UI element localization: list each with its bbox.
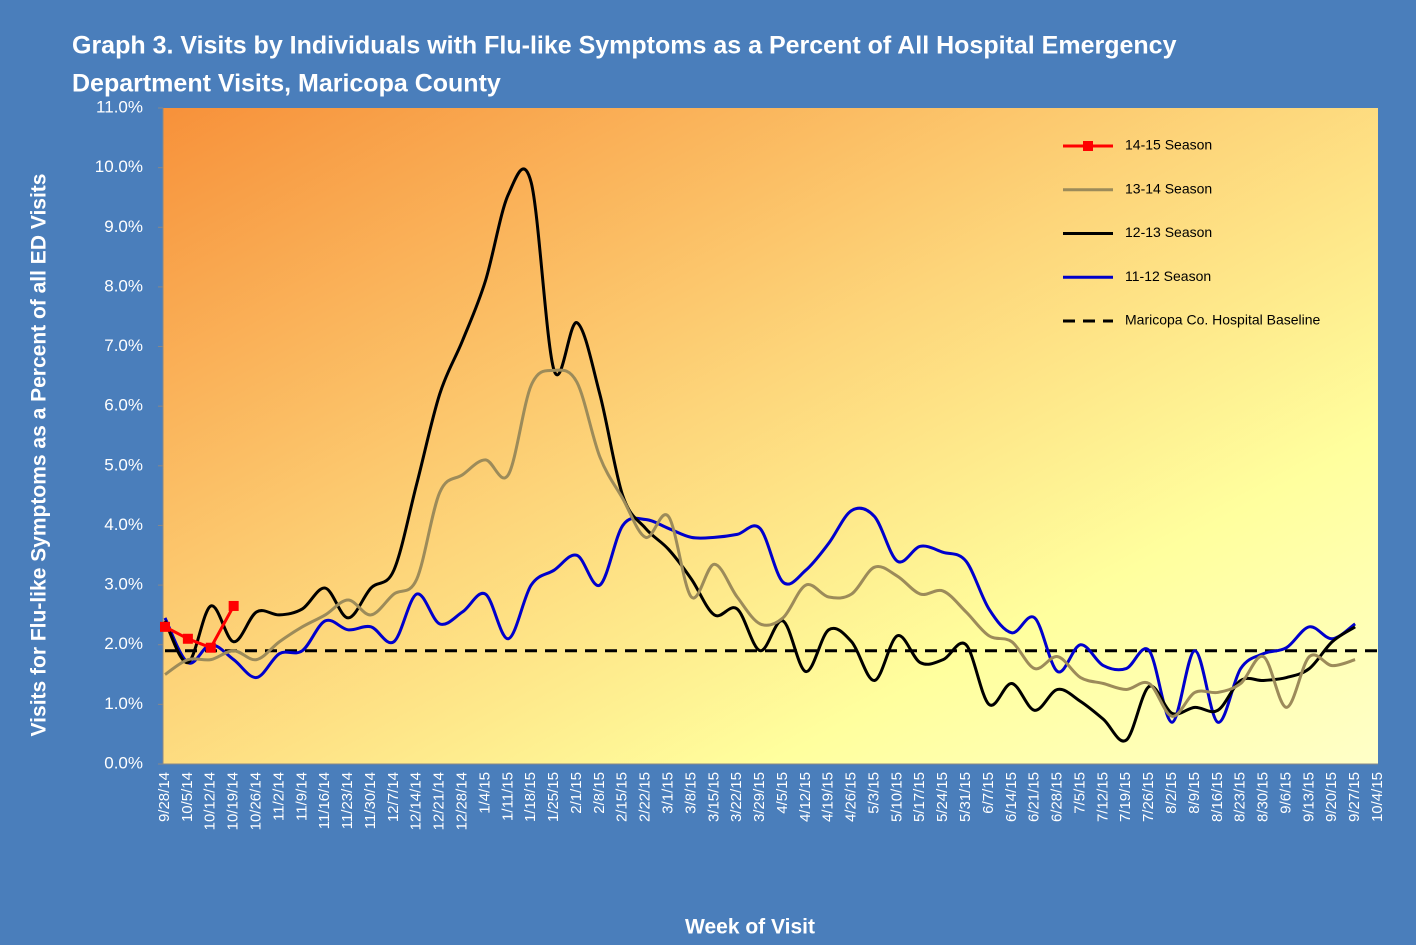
x-tick-label: 6/7/15 (980, 772, 997, 814)
x-tick-label: 10/26/14 (248, 772, 265, 830)
x-tick-label: 1/4/15 (476, 772, 493, 814)
x-tick-label: 8/2/15 (1163, 772, 1180, 814)
series-line (164, 605, 235, 650)
x-tick-label: 11/16/14 (316, 772, 333, 829)
x-tick-label: 11/9/14 (293, 772, 310, 821)
x-tick-label: 10/19/14 (225, 772, 242, 830)
x-tick-label: 1/18/15 (522, 772, 539, 822)
y-tick-label: 8.0% (104, 276, 143, 295)
y-tick-label: 9.0% (104, 217, 143, 236)
x-tick-label: 9/20/15 (1323, 772, 1340, 822)
y-tick-label: 7.0% (104, 336, 143, 355)
x-tick-label: 3/22/15 (728, 772, 745, 822)
x-tick-label: 5/17/15 (911, 772, 928, 822)
x-tick-label: 6/14/15 (1003, 772, 1020, 822)
legend-label: 14-15 Season (1125, 137, 1212, 153)
chart-title: Department Visits, Maricopa County (72, 70, 501, 98)
x-tick-label: 11/23/14 (339, 772, 356, 829)
y-tick-label: 3.0% (104, 575, 143, 594)
x-tick-label: 5/24/15 (934, 772, 951, 822)
x-tick-label: 5/10/15 (888, 772, 905, 822)
y-axis-title: Visits for Flu-like Symptoms as a Percen… (28, 174, 51, 737)
x-tick-label: 10/5/14 (179, 772, 196, 822)
x-tick-label: 3/15/15 (705, 772, 722, 822)
x-tick-label: 8/16/15 (1209, 772, 1226, 822)
x-tick-label: 4/12/15 (797, 772, 814, 822)
series-line (164, 368, 1356, 718)
x-tick-label: 4/26/15 (843, 772, 860, 822)
y-tick-label: 11.0% (96, 97, 143, 116)
x-tick-label: 7/5/15 (1071, 772, 1088, 814)
series-marker (160, 621, 170, 632)
x-tick-label: 8/9/15 (1186, 772, 1203, 814)
legend-marker (1083, 141, 1093, 151)
x-tick-label: 4/5/15 (774, 772, 791, 814)
x-tick-label: 5/3/15 (865, 772, 882, 814)
legend-label: 11-12 Season (1125, 268, 1211, 284)
legend-label: 12-13 Season (1125, 224, 1212, 240)
x-tick-label: 9/6/15 (1277, 772, 1294, 814)
legend-label: 13-14 Season (1125, 180, 1212, 196)
y-tick-label: 4.0% (104, 515, 143, 534)
x-tick-label: 2/15/15 (614, 772, 631, 822)
x-tick-label: 12/21/14 (431, 772, 448, 830)
x-tick-label: 3/8/15 (682, 772, 699, 814)
legend-label: Maricopa Co. Hospital Baseline (1125, 312, 1321, 328)
series-line (163, 506, 1357, 724)
x-tick-label: 11/2/14 (270, 772, 287, 821)
y-tick-label: 10.0% (95, 157, 143, 176)
x-axis-title: Week of Visit (685, 916, 815, 939)
x-tick-label: 7/19/15 (1117, 772, 1134, 822)
x-tick-label: 2/22/15 (637, 772, 654, 822)
y-tick-label: 5.0% (104, 455, 143, 474)
x-tick-label: 6/21/15 (1026, 772, 1043, 822)
x-tick-label: 6/28/15 (1049, 772, 1066, 822)
x-tick-label: 12/7/14 (385, 772, 402, 822)
x-tick-label: 8/30/15 (1255, 772, 1272, 822)
x-tick-label: 1/11/15 (499, 772, 516, 821)
series-marker (182, 633, 193, 644)
x-tick-label: 2/1/15 (568, 772, 585, 814)
x-tick-label: 4/19/15 (820, 772, 837, 822)
y-tick-label: 6.0% (104, 396, 143, 415)
x-tick-label: 10/12/14 (202, 772, 219, 830)
x-tick-label: 11/30/14 (362, 772, 379, 829)
series-line (163, 167, 1356, 743)
x-tick-label: 2/8/15 (591, 772, 608, 814)
y-tick-label: 0.0% (104, 753, 143, 772)
x-tick-label: 8/23/15 (1232, 772, 1249, 822)
x-tick-label: 10/4/15 (1369, 772, 1386, 822)
y-tick-label: 2.0% (104, 634, 143, 653)
chart-title: Graph 3. Visits by Individuals with Flu-… (72, 32, 1177, 60)
x-tick-label: 9/13/15 (1300, 772, 1317, 822)
plot-area (163, 108, 1378, 764)
x-tick-label: 7/26/15 (1140, 772, 1157, 822)
x-tick-label: 9/28/14 (156, 772, 173, 822)
x-tick-label: 7/12/15 (1094, 772, 1111, 822)
series-marker (228, 600, 239, 611)
x-tick-label: 3/29/15 (751, 772, 768, 822)
x-tick-label: 3/1/15 (659, 772, 676, 814)
series-marker (205, 642, 216, 653)
x-tick-label: 5/31/15 (957, 772, 974, 822)
x-tick-label: 1/25/15 (545, 772, 562, 822)
x-tick-label: 12/28/14 (453, 772, 470, 830)
x-tick-label: 9/27/15 (1346, 772, 1363, 822)
x-tick-label: 12/14/14 (408, 772, 425, 830)
y-tick-label: 1.0% (104, 694, 143, 713)
